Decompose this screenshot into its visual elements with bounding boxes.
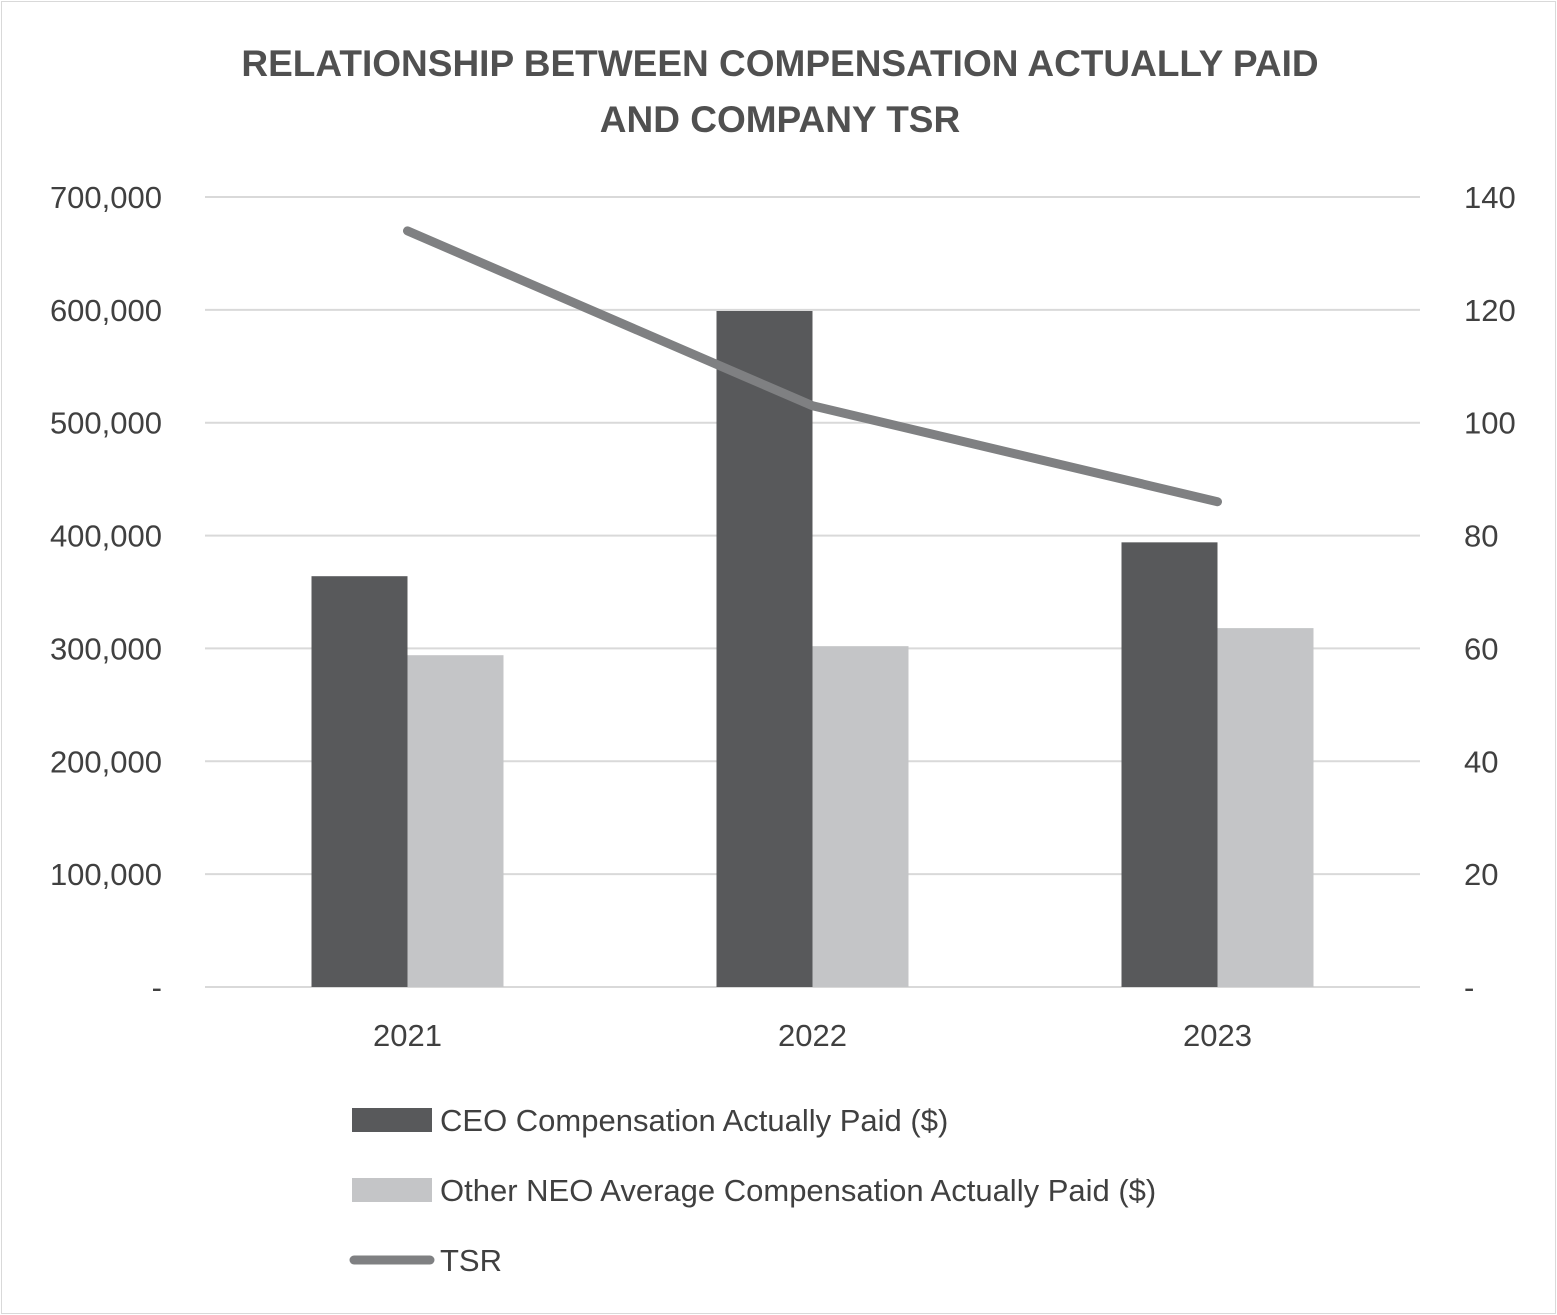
ceo-compensation-bar <box>716 310 813 987</box>
legend-label: CEO Compensation Actually Paid ($) <box>440 1103 948 1138</box>
left-axis-tick-label: - <box>152 970 162 1005</box>
right-axis-tick-label: 60 <box>1464 631 1498 666</box>
bars <box>311 310 1314 987</box>
left-axis-tick-label: 100,000 <box>50 857 162 892</box>
right-axis: - 20 40 60 80 100 120 140 <box>1464 180 1516 1005</box>
chart-title-line-1: RELATIONSHIP BETWEEN COMPENSATION ACTUAL… <box>241 43 1318 84</box>
x-axis-tick-label: 2021 <box>373 1018 442 1053</box>
left-axis-tick-label: 400,000 <box>50 519 162 554</box>
right-axis-tick-label: 40 <box>1464 744 1498 779</box>
neo-compensation-bar <box>812 646 909 987</box>
tsr-line <box>403 226 1222 507</box>
right-axis-tick-label: 20 <box>1464 857 1498 892</box>
neo-compensation-bar <box>1217 628 1314 987</box>
chart-title: RELATIONSHIP BETWEEN COMPENSATION ACTUAL… <box>241 43 1318 140</box>
right-axis-tick-label: - <box>1464 970 1474 1005</box>
ceo-compensation-bar <box>1121 542 1218 987</box>
left-axis-tick-label: 600,000 <box>50 293 162 328</box>
legend-label: TSR <box>440 1243 502 1278</box>
legend-swatch <box>352 1108 432 1132</box>
ceo-compensation-bar <box>311 576 408 987</box>
tsr-line-series <box>403 226 1222 507</box>
x-axis: 2021 2022 2023 <box>373 1018 1252 1053</box>
right-axis-tick-label: 80 <box>1464 519 1498 554</box>
right-axis-tick-label: 140 <box>1464 180 1516 215</box>
legend-label: Other NEO Average Compensation Actually … <box>440 1173 1156 1208</box>
x-axis-tick-label: 2022 <box>778 1018 847 1053</box>
chart-title-line-2: AND COMPANY TSR <box>600 99 960 140</box>
left-axis-tick-label: 700,000 <box>50 180 162 215</box>
left-axis: - 100,000 200,000 300,000 400,000 500,000 600,… <box>50 180 162 1005</box>
left-axis-tick-label: 200,000 <box>50 744 162 779</box>
left-axis-tick-label: 300,000 <box>50 631 162 666</box>
legend: CEO Compensation Actually Paid ($) Other … <box>349 1103 1156 1278</box>
right-axis-tick-label: 100 <box>1464 406 1516 441</box>
left-axis-tick-label: 500,000 <box>50 406 162 441</box>
x-axis-tick-label: 2023 <box>1183 1018 1252 1053</box>
right-axis-tick-label: 120 <box>1464 293 1516 328</box>
neo-compensation-bar <box>407 655 504 987</box>
legend-swatch <box>352 1178 432 1202</box>
